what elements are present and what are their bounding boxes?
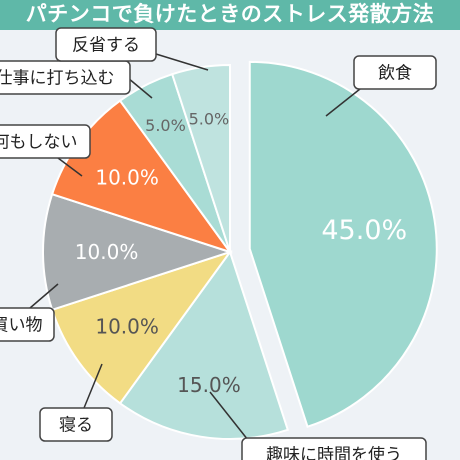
slice-7-callout-box xyxy=(55,27,157,62)
slice-4-value-label: 10.0% xyxy=(75,240,139,264)
slice-5-value-label: 10.0% xyxy=(95,165,159,189)
slice-2-category-label: 趣味に時間を使う xyxy=(266,445,402,460)
slice-1-callout-box xyxy=(353,55,437,90)
slice-7-category-label: 反省する xyxy=(72,36,140,56)
slice-1-value-label: 45.0% xyxy=(321,215,407,246)
title-bar xyxy=(0,0,460,30)
slice-1-wedge xyxy=(248,60,438,428)
slice-7-value-label: 5.0% xyxy=(189,110,230,129)
slice-4-wedge xyxy=(42,192,234,312)
slice-6-leader-line xyxy=(127,77,153,99)
slice-3-leader-line xyxy=(83,363,103,409)
slice-5-leader-line xyxy=(57,157,83,177)
slice-2-value-label: 15.0% xyxy=(177,373,241,397)
slice-5-category-label: 何もしない xyxy=(0,133,78,153)
slice-2-callout-box xyxy=(241,437,427,460)
chart-title: パチンコで負けたときのストレス発散方法 xyxy=(25,2,435,26)
slice-1-category-label: 飲食 xyxy=(378,64,412,84)
slice-4-callout-box xyxy=(0,307,55,342)
slice-3-callout-box xyxy=(39,407,113,442)
slice-2-leader-line xyxy=(209,391,249,441)
pie-labels: 45.0% 飲食 15.0% 趣味に時間を使う 10.0% 寝る 10.0% 買い物 10.0%… xyxy=(0,27,437,460)
slice-6-category-label: 仕事に打ち込む xyxy=(0,69,115,89)
slice-1-leader-line xyxy=(325,88,361,117)
slice-4-category-label: 買い物 xyxy=(0,316,43,336)
slice-5-callout-box xyxy=(0,124,91,159)
slice-3-value-label: 10.0% xyxy=(95,315,159,339)
slice-7-leader-line xyxy=(155,53,209,71)
slice-3-category-label: 寝る xyxy=(59,415,93,436)
slice-6-value-label: 5.0% xyxy=(145,116,186,135)
slice-6-callout-box xyxy=(0,60,131,95)
slice-4-leader-line xyxy=(29,283,59,309)
slice-2-wedge xyxy=(118,249,290,440)
